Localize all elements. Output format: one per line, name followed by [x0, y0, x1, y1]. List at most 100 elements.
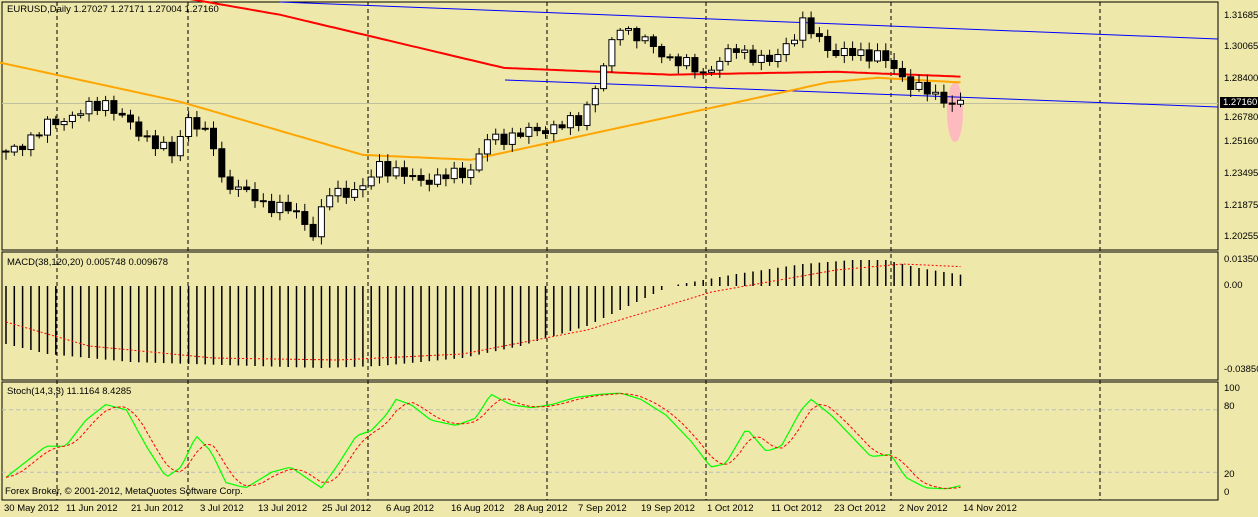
candle-bull — [68, 114, 76, 123]
candle-bear — [218, 148, 226, 178]
candle-bear — [425, 179, 433, 185]
time-axis-label: 21 Jun 2012 — [131, 503, 184, 514]
candle-bull — [600, 65, 608, 90]
candle-bull — [932, 91, 940, 95]
trendline-lower — [504, 79, 1219, 108]
candle-bull — [508, 132, 516, 145]
price-axis-label: 1.30065 — [1224, 41, 1258, 52]
candle-bear — [558, 124, 566, 129]
candle-bear — [865, 49, 873, 62]
copyright-text: Forex Broker, © 2001-2012, MetaQuotes So… — [5, 486, 243, 497]
candle-bear — [417, 175, 425, 181]
candle-bear — [766, 54, 774, 62]
candle-bull — [550, 124, 558, 135]
candle-bull — [185, 117, 193, 137]
macd-label: MACD(38,120,20) 0.005748 0.009678 — [7, 257, 169, 268]
candle-bull — [27, 134, 35, 151]
panel-border — [1, 1, 1219, 251]
candle-bear — [633, 27, 641, 42]
time-axis-label: 6 Aug 2012 — [386, 503, 435, 514]
candle-bull — [326, 195, 334, 208]
stoch-axis-label: 80 — [1224, 401, 1235, 412]
candle-bear — [500, 133, 508, 145]
candle-bear — [52, 118, 60, 126]
candle-bull — [641, 36, 649, 42]
candle-bear — [807, 17, 815, 35]
candle-bull — [708, 69, 715, 73]
candle-bull — [608, 39, 616, 67]
candle-bear — [658, 45, 666, 58]
candle-bull — [351, 189, 359, 198]
time-axis-label: 13 Jul 2012 — [258, 503, 308, 514]
candle-bear — [400, 167, 408, 177]
candle-bull — [392, 167, 400, 177]
macd-axis-label: -0.03850 — [1224, 364, 1258, 375]
chart-header: EURUSD,Daily 1.27027 1.27171 1.27004 1.2… — [7, 4, 219, 15]
candle-bear — [940, 91, 948, 104]
candle-bear — [442, 174, 450, 180]
candle-bear — [293, 210, 300, 213]
candle-bear — [151, 135, 159, 150]
time-axis-label: 14 Nov 2012 — [963, 503, 1017, 514]
price-axis-label: 1.26780 — [1224, 112, 1258, 123]
time-axis-label: 23 Oct 2012 — [834, 503, 886, 514]
price-axis-label: 1.20255 — [1224, 231, 1258, 242]
candle-bull — [874, 50, 881, 62]
candle-bull — [492, 133, 500, 141]
candle-bear — [815, 33, 823, 37]
candle-bull — [376, 161, 383, 178]
price-axis-label: 1.21875 — [1224, 200, 1258, 211]
candle-bear — [691, 57, 699, 73]
candle-bear — [907, 76, 915, 90]
candle-bear — [342, 187, 350, 198]
candle-bull — [616, 29, 624, 41]
candle-bear — [93, 100, 101, 111]
candle-bull — [525, 126, 533, 137]
candle-bear — [210, 127, 217, 150]
candle-bull — [625, 27, 632, 31]
candle-bull — [774, 54, 782, 62]
candle-bear — [517, 132, 525, 137]
candle-bear — [898, 67, 906, 78]
current-price-label: 1.27160 — [1220, 97, 1258, 108]
candle-bear — [533, 126, 541, 132]
time-axis-label: 7 Sep 2012 — [578, 503, 627, 514]
candle-bear — [890, 60, 898, 69]
candle-bear — [251, 189, 259, 202]
candle-bear — [849, 47, 857, 57]
candle-bear — [384, 161, 392, 177]
candle-bear — [193, 117, 201, 130]
candle-bull — [359, 185, 367, 191]
ma-fast-line — [0, 61, 961, 161]
candle-bull — [276, 201, 284, 214]
candle-bear — [882, 50, 890, 62]
candle-bull — [317, 206, 325, 238]
panel-border — [1, 381, 1219, 501]
ma-slow-line — [189, 0, 961, 78]
candle-bull — [434, 174, 442, 185]
candle-bull — [724, 48, 732, 62]
candle-bull — [799, 17, 807, 41]
candle-bear — [749, 49, 757, 63]
time-axis-label: 1 Oct 2012 — [707, 503, 754, 514]
time-axis-label: 11 Jun 2012 — [66, 503, 118, 514]
candle-bull — [160, 141, 168, 150]
candle-bear — [666, 56, 674, 59]
candle-bear — [135, 121, 143, 137]
candle-bear — [226, 176, 234, 190]
candle-bear — [824, 35, 832, 52]
candle-bear — [649, 36, 657, 47]
candle-bull — [957, 99, 964, 105]
candle-bull — [44, 118, 51, 136]
time-axis-label: 25 Jul 2012 — [322, 503, 372, 514]
candle-bear — [127, 114, 134, 123]
candle-bear — [110, 100, 118, 114]
candle-bull — [467, 169, 475, 179]
stoch-axis-label: 100 — [1224, 383, 1240, 394]
candle-bull — [716, 60, 724, 71]
candle-bear — [542, 130, 549, 135]
candle-bull — [683, 57, 691, 67]
candle-bear — [699, 71, 707, 74]
candle-bull — [475, 153, 483, 171]
